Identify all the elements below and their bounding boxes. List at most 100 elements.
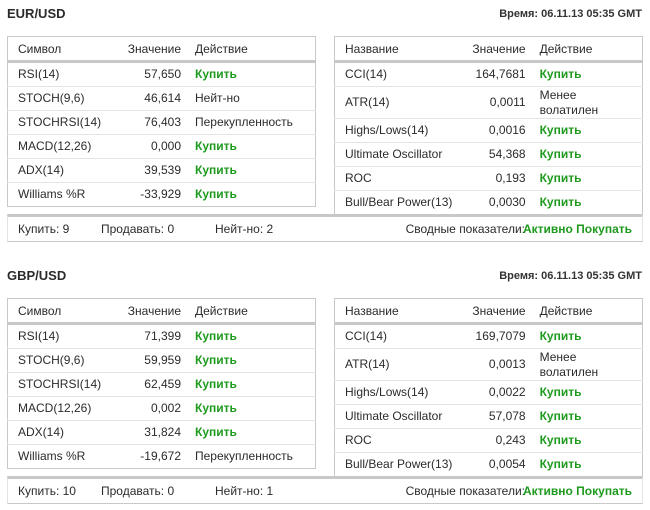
column-header: Значение — [115, 298, 185, 325]
sell-count: Продавать: 0 — [101, 222, 175, 236]
indicator-action: Купить — [529, 428, 643, 453]
pair-title: EUR/USD — [7, 6, 66, 21]
indicator-name: ROC — [334, 166, 463, 191]
indicator-value: 71,399 — [144, 329, 181, 343]
table-row: ATR(14) 0,0011 Менее волатилен — [334, 86, 643, 119]
table-row: Highs/Lows(14) 0,0022 Купить — [334, 380, 643, 405]
column-header: Символ — [7, 36, 116, 63]
table-row: STOCHRSI(14) 62,459 Купить — [7, 372, 316, 397]
indicator-name: STOCHRSI(14) — [7, 372, 116, 397]
indicator-action: Купить — [185, 420, 316, 445]
indicator-name: ROC — [334, 428, 463, 453]
sell-count: Продавать: 0 — [101, 484, 175, 498]
indicator-name: RSI(14) — [18, 67, 60, 81]
indicator-name: Ultimate Oscillator — [334, 404, 463, 429]
summary-label: Сводные показатели: — [405, 222, 525, 236]
indicators-table: Название Значение Действие CCI(14) 169,7079 К… — [334, 298, 643, 477]
table-header: Символ Значение Действие — [7, 298, 316, 325]
indicators-table: Название Значение Действие CCI(14) 164,7681 К… — [334, 36, 643, 215]
indicator-name: Highs/Lows(14) — [334, 380, 463, 405]
summary-bar: Купить: 9 Продавать: 0 Нейт-но: 2 Сводные п… — [7, 214, 643, 242]
indicator-value: 0,243 — [462, 428, 530, 453]
indicator-action: Нейт-но — [185, 86, 316, 111]
indicator-action: Купить — [529, 452, 643, 477]
indicator-value: 0,0011 — [462, 86, 530, 119]
table-header: Название Значение Действие — [334, 36, 643, 63]
indicator-action: Купить — [195, 329, 237, 343]
table-row: STOCH(9,6) 46,614 Нейт-но — [7, 86, 316, 111]
indicator-name: ATR(14) — [334, 86, 463, 119]
oscillators-table: Символ Значение Действие RSI(14) 57,650 Купит… — [7, 36, 316, 207]
table-row: STOCHRSI(14) 76,403 Перекупленность — [7, 110, 316, 135]
neutral-count: Нейт-но: 2 — [215, 222, 274, 236]
column-header: Действие — [529, 36, 643, 63]
indicator-action: Менее волатилен — [529, 348, 643, 381]
indicator-name: STOCH(9,6) — [7, 86, 116, 111]
column-header: Название — [334, 36, 463, 63]
indicator-name: ADX(14) — [7, 420, 116, 445]
column-header: Действие — [185, 36, 316, 63]
table-row: ADX(14) 39,539 Купить — [7, 158, 316, 183]
indicator-action: Купить — [529, 380, 643, 405]
indicator-name: Bull/Bear Power(13) — [334, 452, 463, 477]
currency-block: GBP/USD Время: 06.11.13 05:35 GMT Символ Зн… — [0, 262, 650, 510]
summary-bar: Купить: 10 Продавать: 0 Нейт-но: 1 Сводные … — [7, 476, 643, 504]
table-row: RSI(14) 71,399 Купить — [8, 324, 316, 349]
indicator-action: Купить — [185, 348, 316, 373]
indicator-value: 164,7681 — [475, 67, 526, 81]
update-time: Время: 06.11.13 05:35 GMT — [499, 8, 642, 20]
indicator-name: Ultimate Oscillator — [334, 142, 463, 167]
indicator-name: Highs/Lows(14) — [334, 118, 463, 143]
indicator-name: ADX(14) — [7, 158, 116, 183]
indicator-value: 57,078 — [462, 404, 530, 429]
indicator-action: Купить — [185, 396, 316, 421]
table-row: Bull/Bear Power(13) 0,0054 Купить — [334, 452, 643, 477]
indicator-value: 0,0013 — [462, 348, 530, 381]
buy-count: Купить: 9 — [18, 222, 70, 236]
neutral-count: Нейт-но: 1 — [215, 484, 274, 498]
summary-verdict: Активно Покупать — [522, 222, 632, 236]
pair-title: GBP/USD — [7, 268, 67, 283]
column-header: Действие — [185, 298, 316, 325]
indicator-action: Купить — [529, 118, 643, 143]
summary-label: Сводные показатели: — [405, 484, 525, 498]
indicator-value: 46,614 — [115, 86, 185, 111]
column-header: Значение — [462, 36, 530, 63]
table-row: CCI(14) 169,7079 Купить — [335, 324, 643, 349]
column-header: Название — [334, 298, 463, 325]
oscillators-table: Символ Значение Действие RSI(14) 71,399 Купит… — [7, 298, 316, 469]
table-row: Williams %R -19,672 Перекупленность — [7, 444, 316, 469]
indicator-action: Купить — [185, 182, 316, 207]
indicator-value: -33,929 — [115, 182, 185, 207]
table-row: ROC 0,193 Купить — [334, 166, 643, 191]
indicator-action: Купить — [185, 134, 316, 159]
indicator-action: Купить — [185, 158, 316, 183]
summary-verdict: Активно Покупать — [522, 484, 632, 498]
indicator-action: Купить — [185, 372, 316, 397]
indicator-name: STOCHRSI(14) — [7, 110, 116, 135]
indicator-value: 57,650 — [144, 67, 181, 81]
indicator-value: 0,0054 — [462, 452, 530, 477]
table-row: CCI(14) 164,7681 Купить — [335, 62, 643, 87]
indicator-action: Менее волатилен — [529, 86, 643, 119]
indicator-value: 76,403 — [115, 110, 185, 135]
indicator-value: 0,000 — [115, 134, 185, 159]
indicator-name: Williams %R — [7, 182, 116, 207]
table-row: Highs/Lows(14) 0,0016 Купить — [334, 118, 643, 143]
indicator-name: Bull/Bear Power(13) — [334, 190, 463, 215]
indicator-value: 0,0016 — [462, 118, 530, 143]
indicator-value: 54,368 — [462, 142, 530, 167]
indicator-value: 39,539 — [115, 158, 185, 183]
table-row: ADX(14) 31,824 Купить — [7, 420, 316, 445]
column-header: Значение — [462, 298, 530, 325]
indicator-name: CCI(14) — [345, 329, 388, 343]
indicator-action: Купить — [529, 404, 643, 429]
indicator-action: Купить — [539, 67, 582, 81]
indicator-action: Купить — [539, 329, 582, 343]
indicator-name: STOCH(9,6) — [7, 348, 116, 373]
table-row: Williams %R -33,929 Купить — [7, 182, 316, 207]
indicator-name: Williams %R — [7, 444, 116, 469]
indicator-value: 0,193 — [462, 166, 530, 191]
indicator-name: MACD(12,26) — [7, 134, 116, 159]
